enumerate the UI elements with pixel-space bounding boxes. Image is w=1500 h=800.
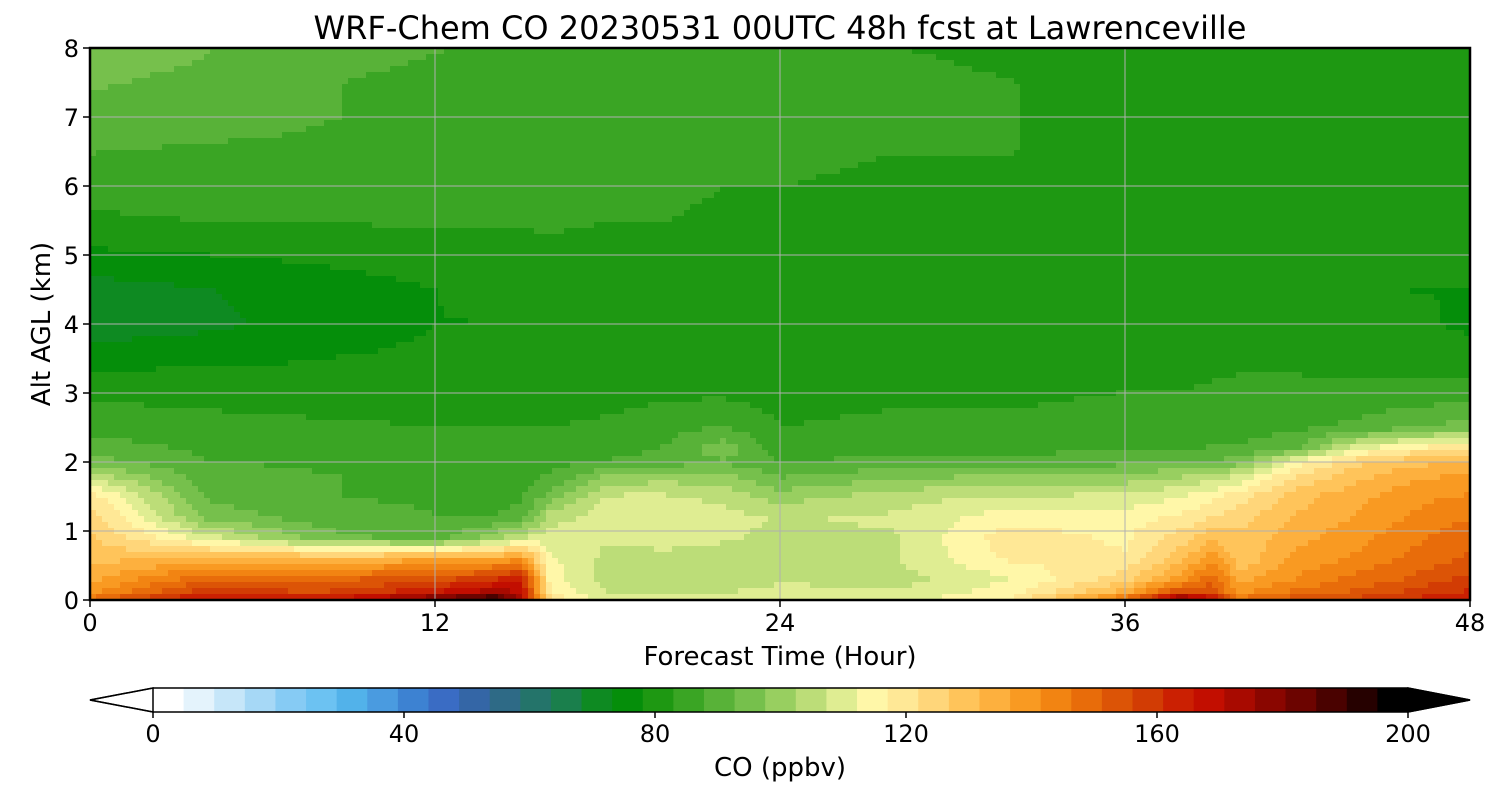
- colorbar-segment: [582, 688, 613, 712]
- colorbar-tick-label: 40: [389, 720, 420, 748]
- colorbar-tick-label: 0: [145, 720, 160, 748]
- colorbar-segment: [428, 688, 459, 712]
- colorbar-segment: [1224, 688, 1255, 712]
- colorbar-segment: [1071, 688, 1102, 712]
- colorbar-segment: [918, 688, 949, 712]
- colorbar-segment: [826, 688, 857, 712]
- colorbar-segment: [1347, 688, 1378, 712]
- colorbar-segment: [214, 688, 245, 712]
- x-tick-label: 36: [1110, 609, 1141, 637]
- colorbar-segment: [1041, 688, 1072, 712]
- y-tick-label: 0: [64, 587, 79, 615]
- colorbar-extend-max: [1408, 688, 1470, 712]
- colorbar-label: CO (ppbv): [714, 753, 846, 783]
- colorbar-segment: [459, 688, 490, 712]
- colorbar-segment: [979, 688, 1010, 712]
- colorbar-segment: [735, 688, 766, 712]
- y-tick-label: 5: [64, 242, 79, 270]
- y-tick-label: 7: [64, 104, 79, 132]
- y-tick-label: 3: [64, 380, 79, 408]
- y-axis: 0 1 2 3 4 5 6 7 8: [64, 35, 90, 615]
- colorbar-segment: [275, 688, 306, 712]
- colorbar-segment: [643, 688, 674, 712]
- y-tick-label: 8: [64, 35, 79, 63]
- colorbar-segment: [765, 688, 796, 712]
- x-tick-label: 48: [1455, 609, 1486, 637]
- colorbar-segment: [704, 688, 735, 712]
- colorbar-segment: [1255, 688, 1286, 712]
- colorbar: [90, 688, 1470, 712]
- y-tick-label: 2: [64, 449, 79, 477]
- x-tick-label: 12: [420, 609, 451, 637]
- colorbar-tick-label: 80: [640, 720, 671, 748]
- colorbar-segment: [551, 688, 582, 712]
- colorbar-segment: [306, 688, 337, 712]
- colorbar-ticks: 0 40 80 120 160 200: [145, 712, 1431, 748]
- colorbar-segment: [1163, 688, 1194, 712]
- colorbar-segment: [184, 688, 215, 712]
- y-tick-label: 4: [64, 311, 79, 339]
- colorbar-segment: [1010, 688, 1041, 712]
- colorbar-segment: [796, 688, 827, 712]
- colorbar-segment: [857, 688, 888, 712]
- colorbar-segment: [949, 688, 980, 712]
- colorbar-segment: [1316, 688, 1347, 712]
- colorbar-segment: [490, 688, 521, 712]
- x-tick-label: 0: [82, 609, 97, 637]
- colorbar-segment: [1377, 688, 1408, 712]
- colorbar-segment: [367, 688, 398, 712]
- x-axis: 0 12 24 36 48: [82, 600, 1485, 637]
- colorbar-tick-label: 160: [1134, 720, 1180, 748]
- colorbar-segment: [888, 688, 919, 712]
- x-tick-label: 24: [765, 609, 796, 637]
- y-axis-label: Alt AGL (km): [27, 242, 57, 406]
- colorbar-segment: [153, 688, 184, 712]
- colorbar-segment: [337, 688, 368, 712]
- colorbar-segment: [398, 688, 429, 712]
- colorbar-segment: [673, 688, 704, 712]
- y-tick-label: 1: [64, 518, 79, 546]
- colorbar-segment: [245, 688, 276, 712]
- colorbar-segment: [1286, 688, 1317, 712]
- x-axis-label: Forecast Time (Hour): [643, 642, 916, 672]
- colorbar-extend-min: [90, 688, 153, 712]
- colorbar-tick-label: 200: [1385, 720, 1431, 748]
- chart-title: WRF-Chem CO 20230531 00UTC 48h fcst at L…: [314, 9, 1247, 47]
- colorbar-segment: [520, 688, 551, 712]
- y-tick-label: 6: [64, 173, 79, 201]
- colorbar-segment: [1133, 688, 1164, 712]
- colorbar-segment: [612, 688, 643, 712]
- colorbar-tick-label: 120: [883, 720, 929, 748]
- colorbar-segment: [1102, 688, 1133, 712]
- colorbar-segment: [1194, 688, 1225, 712]
